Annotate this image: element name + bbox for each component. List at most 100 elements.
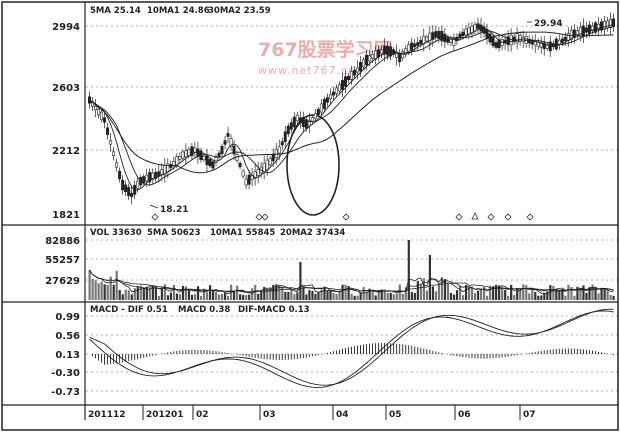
volume-bar — [386, 293, 389, 300]
volume-bar — [380, 289, 383, 300]
candle-body — [292, 116, 296, 128]
candle-body — [434, 31, 438, 37]
volume-bar — [248, 294, 251, 300]
volume-bar — [94, 280, 97, 300]
volume-bar — [476, 290, 480, 300]
candle-body — [256, 169, 260, 176]
signal-markers — [151, 212, 534, 221]
volume-bar — [169, 292, 173, 300]
volume-bar — [573, 295, 576, 300]
volume-bar — [603, 289, 606, 300]
macd-y-label: -0.30 — [51, 368, 80, 379]
volume-bar — [199, 295, 203, 300]
volume-bar — [224, 292, 227, 300]
volume-bar — [296, 292, 299, 300]
volume-bar — [495, 284, 498, 300]
candle-body — [238, 162, 242, 168]
volume-bar — [612, 295, 615, 300]
candle-body — [506, 36, 510, 46]
volume-bar — [124, 289, 127, 300]
volume-bar — [284, 291, 287, 300]
candle-body — [413, 43, 417, 48]
price-legend-5ma: 5MA 25.14 — [90, 6, 141, 16]
volume-bar — [413, 292, 416, 300]
volume-bar — [260, 291, 263, 300]
candle-body — [359, 62, 363, 72]
highlight-ellipse — [286, 114, 340, 216]
candle-body — [97, 108, 101, 116]
volume-bar — [133, 288, 136, 300]
macd-legend-difmacd: DIF-MACD 0.13 — [238, 305, 310, 315]
candle-body — [253, 171, 257, 179]
candle-body — [464, 28, 468, 36]
volume-bar — [470, 286, 474, 300]
volume-bar — [323, 286, 326, 300]
volume-bar — [299, 262, 302, 300]
candle-body — [410, 42, 414, 51]
candle-body — [175, 156, 179, 166]
volume-bar — [308, 289, 311, 300]
macd-legend-dif: MACD - DIF 0.51 — [90, 305, 168, 315]
candle-body — [304, 119, 308, 129]
volume-bar — [278, 284, 281, 300]
volume-bar — [377, 290, 380, 300]
candle-body — [599, 21, 603, 31]
volume-bar — [362, 286, 365, 300]
volume-bar — [507, 295, 510, 300]
price-ma-line — [89, 25, 614, 186]
volume-bar — [534, 291, 537, 300]
volume-bar — [479, 288, 483, 300]
volume-bar — [136, 286, 139, 300]
volume-bar — [236, 285, 239, 300]
candle-body — [142, 176, 146, 183]
volume-bar — [510, 284, 513, 300]
candle-body — [193, 147, 197, 153]
volume-bar — [531, 289, 534, 300]
volume-bar — [401, 293, 404, 300]
volume-bar — [221, 293, 224, 300]
vol-legend-5ma: 5MA 50623 — [147, 228, 201, 238]
candle-body — [572, 29, 576, 38]
candle-body — [109, 140, 113, 145]
volume-bar — [498, 285, 501, 300]
volume-bar — [341, 284, 344, 300]
candle-body — [319, 103, 323, 113]
volume-bar — [329, 290, 332, 300]
candle-body — [383, 45, 387, 55]
volume-bar — [121, 294, 124, 300]
volume-bar — [239, 294, 242, 300]
candle-body — [295, 114, 299, 122]
volume-bar — [338, 291, 341, 300]
volume-bar — [184, 286, 188, 300]
high-price-annotation: 29.94 — [534, 19, 562, 29]
volume-bar — [431, 286, 435, 300]
volume-bar — [193, 294, 197, 300]
volume-bar — [175, 293, 179, 300]
volume-bar — [368, 288, 371, 300]
price-ma-line — [89, 31, 614, 174]
candle-body — [334, 87, 338, 94]
macd-y-label: -0.73 — [51, 387, 80, 398]
volume-bar — [202, 288, 206, 300]
candle-body — [262, 162, 266, 173]
volume-ma-line — [89, 269, 614, 293]
volume-bar — [142, 288, 145, 300]
volume-bar — [501, 286, 504, 300]
low-price-annotation: 18.21 — [160, 205, 188, 215]
volume-bar — [290, 289, 293, 300]
watermark-title: 767股票学习网 — [258, 38, 393, 61]
candle-body — [151, 172, 155, 180]
candle-body — [407, 44, 411, 52]
candle-body — [557, 39, 561, 45]
volume-bar — [335, 293, 338, 300]
volume-bar — [172, 284, 176, 300]
volume-bar — [609, 294, 612, 300]
volume-bar — [245, 295, 248, 300]
volume-bar — [473, 293, 477, 300]
candle-body — [325, 97, 329, 103]
candle-body — [115, 162, 119, 168]
volume-bar — [320, 289, 323, 300]
price-y-label: 1821 — [52, 210, 80, 221]
volume-bar — [594, 287, 597, 300]
volume-bar — [425, 290, 428, 300]
